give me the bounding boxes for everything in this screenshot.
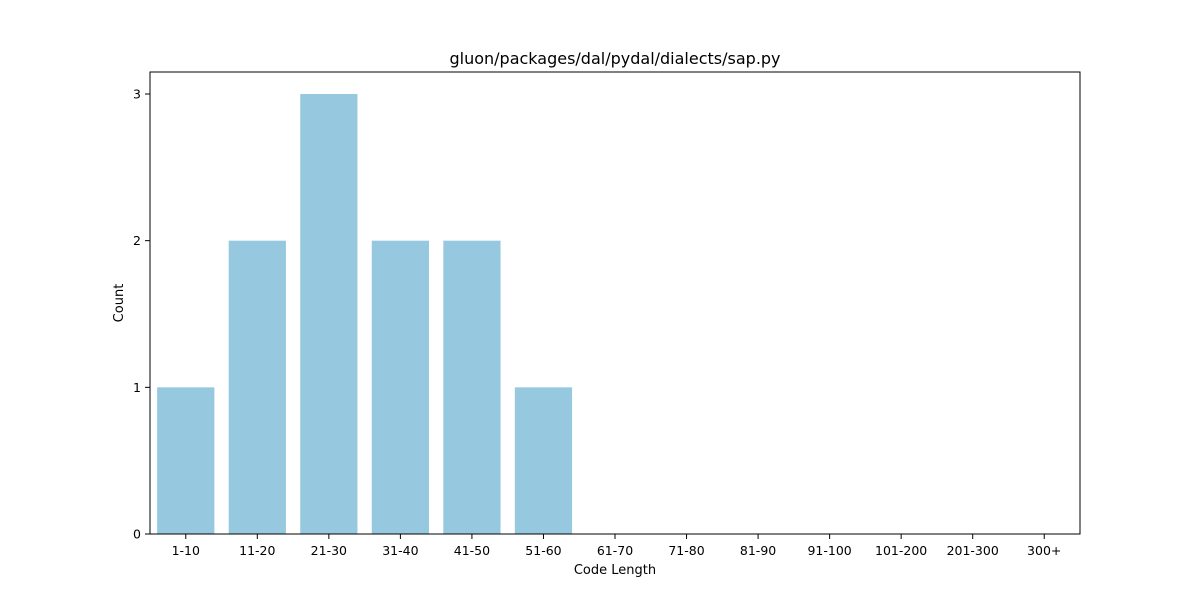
x-tick-label: 21-30 bbox=[311, 543, 347, 558]
x-tick-label: 51-60 bbox=[525, 543, 561, 558]
x-tick-label: 300+ bbox=[1027, 543, 1061, 558]
x-tick-label: 91-100 bbox=[807, 543, 851, 558]
x-tick-label: 71-80 bbox=[668, 543, 704, 558]
y-tick-label: 1 bbox=[133, 380, 141, 395]
x-tick-label: 31-40 bbox=[382, 543, 418, 558]
x-tick-label: 1-10 bbox=[172, 543, 200, 558]
x-axis-ticks: 1-10 11-20 21-30 31-40 41-50 51-60 61-70 71-80 8… bbox=[172, 534, 1061, 558]
x-tick-label: 201-300 bbox=[947, 543, 999, 558]
x-tick-label: 11-20 bbox=[239, 543, 275, 558]
chart-title: gluon/packages/dal/pydal/dialects/sap.py bbox=[449, 49, 780, 68]
bar-31-40 bbox=[371, 240, 429, 534]
y-tick-label: 2 bbox=[133, 233, 141, 248]
bar-1-10 bbox=[157, 387, 215, 534]
x-tick-label: 81-90 bbox=[740, 543, 776, 558]
x-axis-label: Code Length bbox=[574, 563, 656, 578]
y-axis-ticks: 0 1 2 3 bbox=[133, 87, 150, 542]
bar-11-20 bbox=[228, 240, 286, 534]
y-tick-label: 0 bbox=[133, 527, 141, 542]
bar-21-30 bbox=[300, 94, 358, 534]
y-tick-label: 3 bbox=[133, 87, 141, 102]
x-tick-label: 101-200 bbox=[875, 543, 927, 558]
x-tick-label: 41-50 bbox=[454, 543, 490, 558]
bar-41-50 bbox=[443, 240, 501, 534]
y-axis-label: Count bbox=[112, 284, 127, 323]
x-tick-label: 61-70 bbox=[597, 543, 633, 558]
plot-frame bbox=[149, 71, 1081, 535]
bar-51-60 bbox=[514, 387, 573, 534]
bars-group bbox=[157, 94, 573, 534]
